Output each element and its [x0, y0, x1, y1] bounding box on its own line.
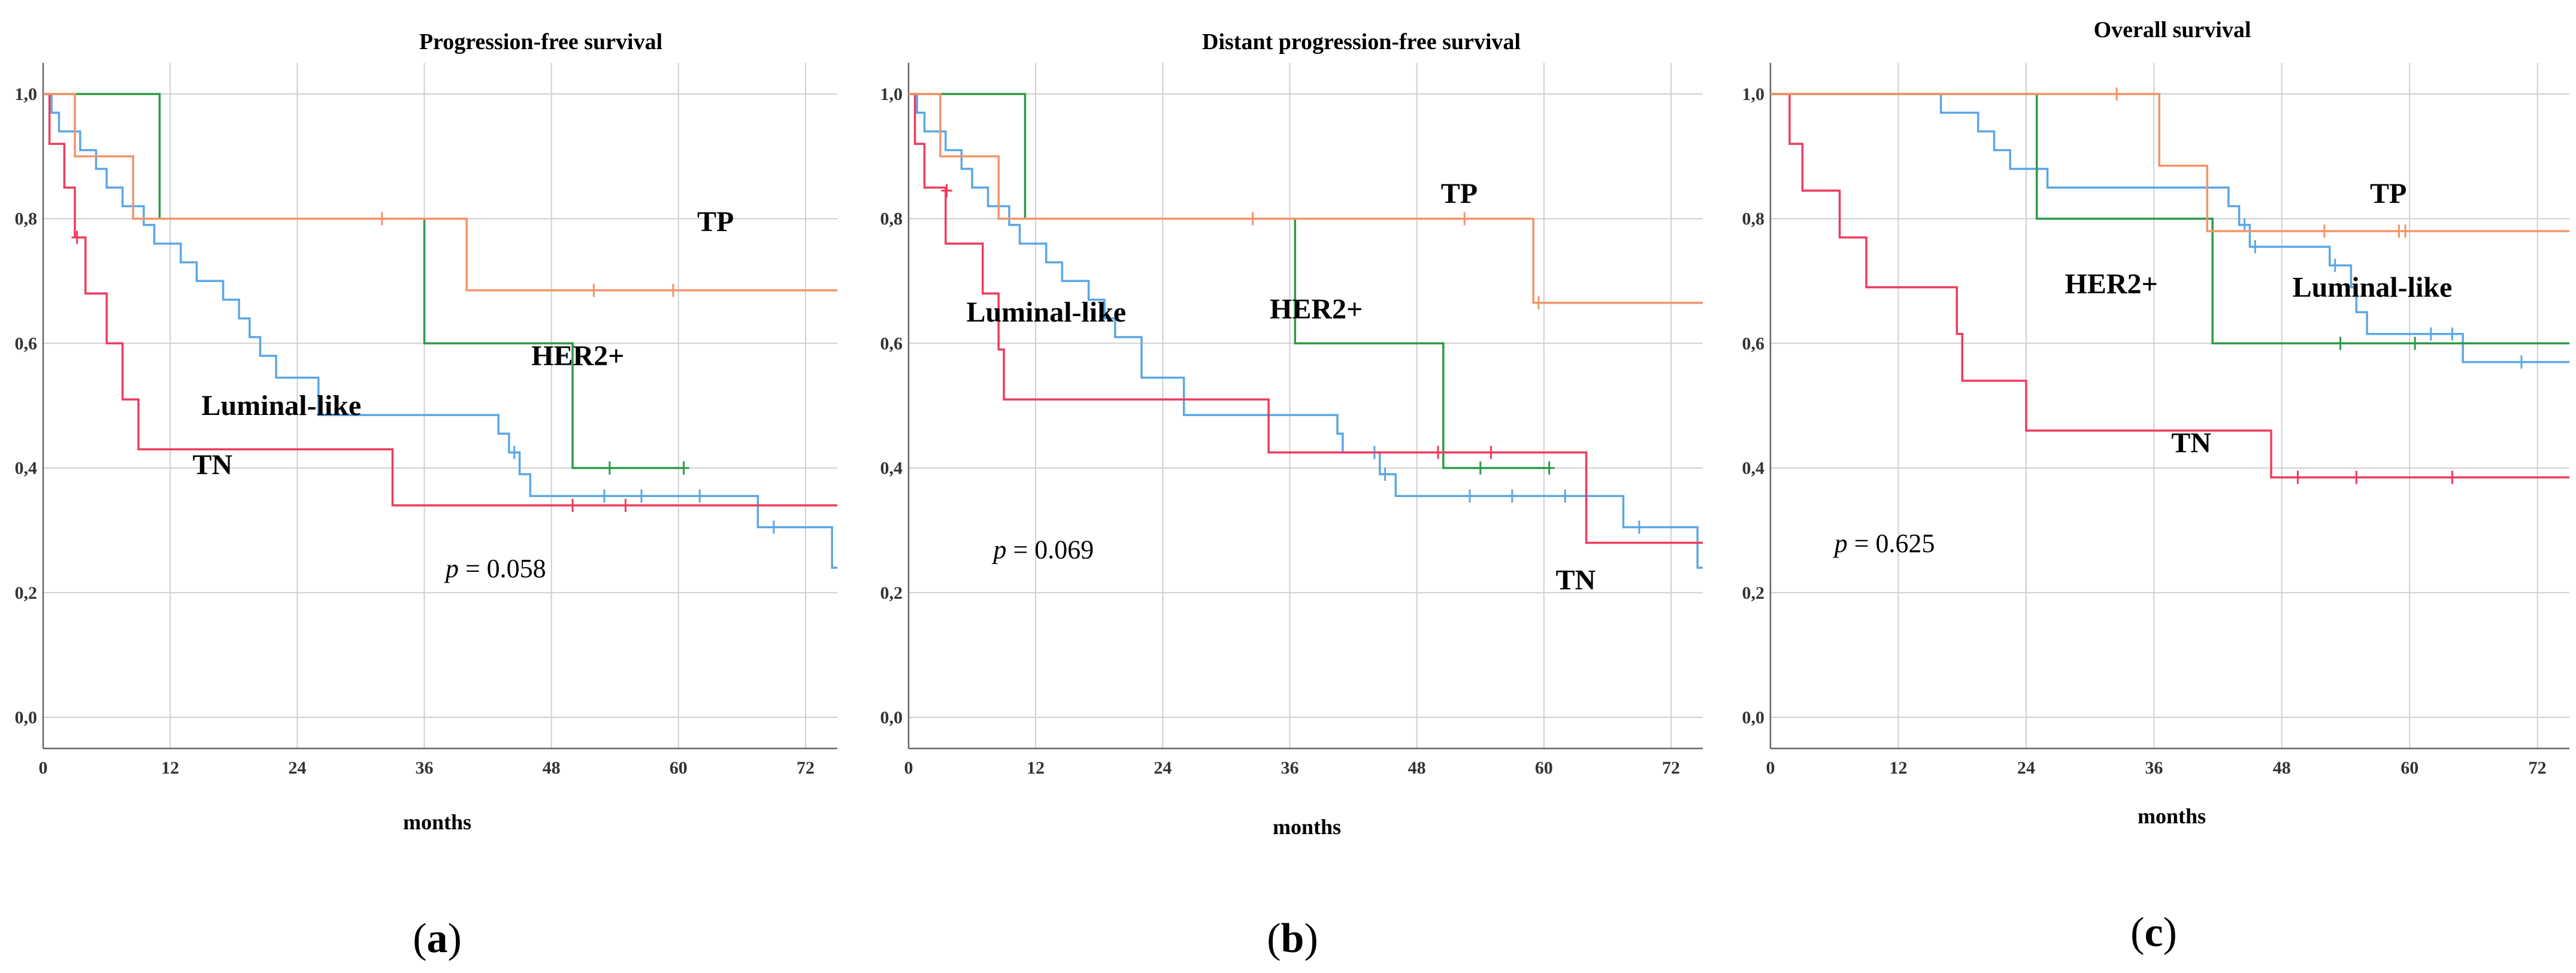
x-tick-label: 48 [2273, 758, 2291, 778]
x-tick-label: 72 [1662, 758, 1680, 778]
y-tick-label: 0,0 [15, 708, 38, 728]
x-tick-label: 48 [1408, 758, 1426, 778]
annotation-tn: TN [1555, 565, 1596, 596]
x-tick-label: 36 [415, 758, 433, 778]
panel-c-annotations: TP HER2+ Luminal-like TN p = 0.625 [1833, 178, 2453, 558]
panel-b-series [909, 93, 1703, 569]
annotation-her2: HER2+ [2065, 268, 2157, 300]
y-tick-label: 0,4 [15, 459, 38, 478]
x-tick-label: 12 [161, 758, 179, 778]
panel-a-grid [43, 63, 837, 748]
series-line-luminal-like [43, 93, 837, 569]
panel-a-xlabel: months [403, 810, 471, 834]
y-tick-label: 0,2 [15, 583, 38, 603]
series-line-her2 [43, 93, 684, 469]
panel-b-xlabel: months [1273, 815, 1341, 839]
y-tick-label: 1,0 [15, 84, 38, 104]
y-tick-label: 1,0 [1742, 84, 1765, 104]
panel-a-axes: 0 12 24 36 48 60 72 0,0 0,2 0,4 0,6 0,8 1,0 [15, 63, 837, 778]
x-tick-label: 36 [1281, 758, 1298, 778]
y-tick-label: 0,4 [1742, 459, 1765, 478]
panel-a-label: (a) [413, 916, 462, 962]
y-tick-label: 0,8 [880, 209, 903, 229]
x-tick-label: 24 [2017, 758, 2035, 778]
x-tick-label: 0 [904, 758, 913, 778]
x-tick-label: 12 [1889, 758, 1907, 778]
y-tick-label: 0,6 [1742, 334, 1765, 353]
y-tick-label: 0,8 [15, 209, 38, 229]
series-line-tn [909, 93, 1703, 544]
panel-a-series [43, 93, 837, 569]
x-tick-label: 72 [797, 758, 815, 778]
y-tick-label: 0,4 [880, 459, 903, 478]
y-tick-label: 0,0 [1742, 708, 1765, 728]
panel-b-annotations: TP Luminal-like HER2+ TN p = 0.069 [966, 178, 1596, 596]
panel-a-title: Progression-free survival [419, 29, 662, 54]
x-tick-label: 0 [1766, 758, 1775, 778]
panel-c-label: (c) [2130, 910, 2177, 956]
p-value-label: p = 0.058 [444, 554, 546, 583]
annotation-luminal-like: Luminal-like [966, 296, 1126, 328]
series-line-tn [43, 93, 837, 507]
x-tick-label: 24 [1154, 758, 1172, 778]
panel-a: Progression-free survival 0 12 24 36 48 60 720… [15, 29, 837, 962]
x-tick-label: 12 [1027, 758, 1045, 778]
panel-a-annotations: TP HER2+ Luminal-like TN p = 0.058 [193, 206, 734, 583]
x-tick-label: 48 [543, 758, 561, 778]
panel-c-title: Overall survival [2094, 17, 2251, 43]
annotation-luminal-like: Luminal-like [2293, 271, 2453, 303]
panel-c-axes: 0 12 24 36 48 60 72 0,0 0,2 0,4 0,6 0,8 1,0 [1742, 63, 2569, 778]
x-tick-label: 24 [288, 758, 306, 778]
y-tick-label: 0,2 [1742, 583, 1765, 603]
series-line-tp [43, 93, 837, 292]
y-tick-label: 0,0 [880, 708, 903, 728]
series-line-tp [909, 93, 1703, 304]
y-tick-label: 0,6 [15, 334, 38, 353]
p-value-label: p = 0.069 [991, 535, 1094, 565]
annotation-tp: TP [1441, 178, 1478, 210]
x-tick-label: 72 [2529, 758, 2547, 778]
x-tick-label: 60 [2401, 758, 2418, 778]
series-line-luminal-like [909, 93, 1703, 569]
x-tick-label: 36 [2145, 758, 2163, 778]
y-tick-label: 0,8 [1742, 209, 1765, 229]
series-line-her2 [909, 93, 1549, 469]
annotation-tp: TP [2370, 178, 2407, 210]
y-tick-label: 0,2 [880, 583, 903, 603]
y-tick-label: 0,6 [880, 334, 903, 353]
panel-b-axes: 0 12 24 36 48 60 72 0,0 0,2 0,4 0,6 0,8 1,0 [880, 63, 1703, 778]
annotation-her2: HER2+ [531, 340, 624, 372]
series-line-luminal-like [1770, 93, 2569, 363]
series-line-tn [1770, 93, 2569, 478]
panel-b-grid [909, 63, 1703, 748]
panel-b-label: (b) [1267, 916, 1318, 962]
panel-b-title: Distant progression-free survival [1202, 29, 1521, 54]
x-tick-label: 0 [39, 758, 48, 778]
series-line-tp [1770, 93, 2569, 232]
annotation-tn: TN [193, 449, 233, 481]
panel-c-series [1770, 87, 2569, 484]
y-tick-label: 1,0 [880, 84, 903, 104]
panel-c: Overall survival 0 12 24 36 48 60 720,00,20,40… [1742, 17, 2569, 956]
panel-c-xlabel: months [2138, 804, 2206, 828]
x-tick-label: 60 [1535, 758, 1553, 778]
annotation-luminal-like: Luminal-like [201, 390, 361, 422]
annotation-tp: TP [697, 206, 734, 238]
annotation-her2: HER2+ [1270, 293, 1363, 325]
panel-b: Distant progression-free survival 0 12 24 3… [880, 29, 1703, 962]
annotation-tn: TN [2171, 428, 2211, 459]
x-tick-label: 60 [670, 758, 688, 778]
p-value-label: p = 0.625 [1833, 529, 1935, 558]
